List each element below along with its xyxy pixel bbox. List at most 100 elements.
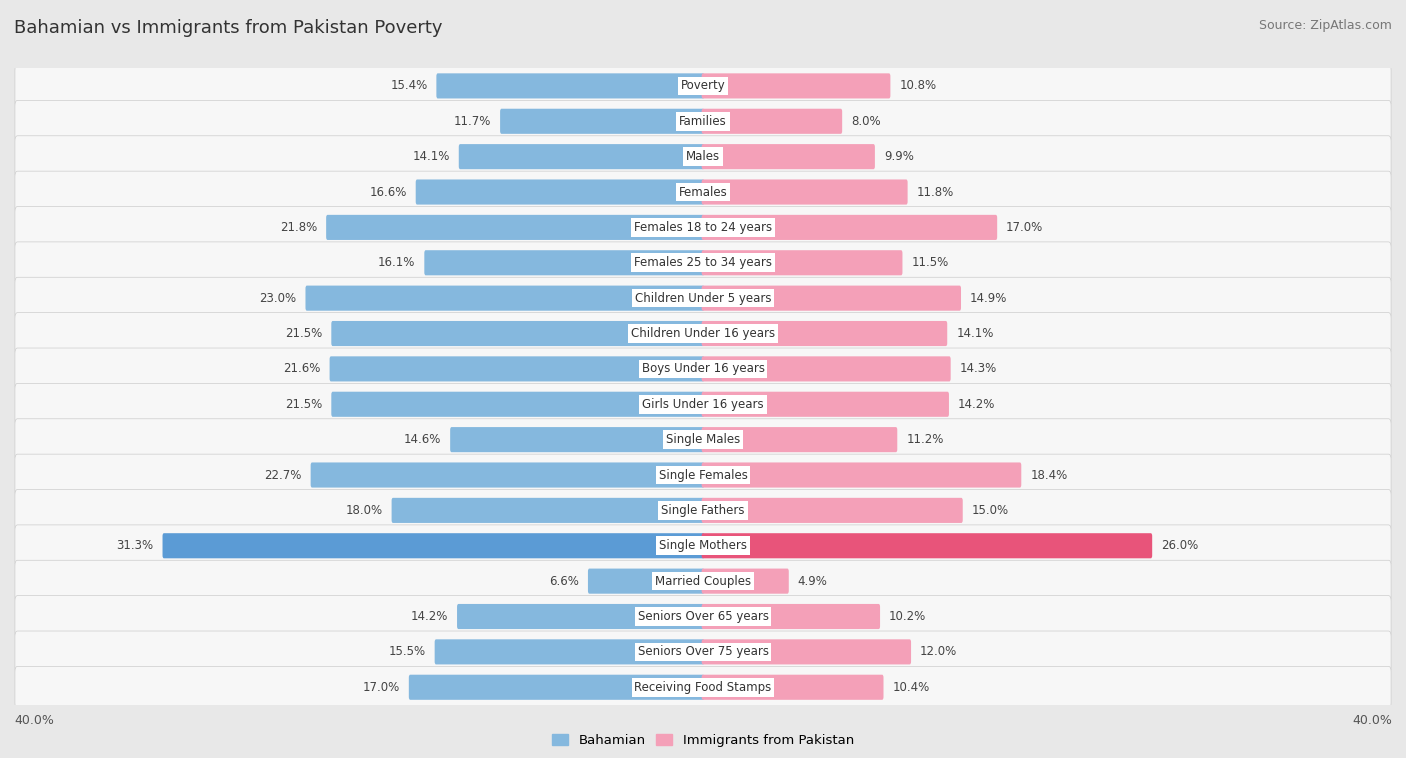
Text: 18.0%: 18.0% bbox=[346, 504, 382, 517]
Text: 21.8%: 21.8% bbox=[280, 221, 318, 234]
Text: 16.6%: 16.6% bbox=[370, 186, 406, 199]
Text: 14.2%: 14.2% bbox=[957, 398, 995, 411]
FancyBboxPatch shape bbox=[15, 525, 1391, 567]
FancyBboxPatch shape bbox=[702, 144, 875, 169]
Text: Single Females: Single Females bbox=[658, 468, 748, 481]
FancyBboxPatch shape bbox=[702, 639, 911, 665]
FancyBboxPatch shape bbox=[702, 180, 908, 205]
Text: 22.7%: 22.7% bbox=[264, 468, 302, 481]
FancyBboxPatch shape bbox=[458, 144, 704, 169]
Text: 31.3%: 31.3% bbox=[117, 539, 153, 553]
FancyBboxPatch shape bbox=[425, 250, 704, 275]
FancyBboxPatch shape bbox=[434, 639, 704, 665]
FancyBboxPatch shape bbox=[702, 286, 962, 311]
FancyBboxPatch shape bbox=[332, 321, 704, 346]
FancyBboxPatch shape bbox=[15, 454, 1391, 496]
Text: 11.2%: 11.2% bbox=[907, 433, 943, 446]
FancyBboxPatch shape bbox=[15, 596, 1391, 637]
FancyBboxPatch shape bbox=[15, 242, 1391, 283]
Text: Children Under 16 years: Children Under 16 years bbox=[631, 327, 775, 340]
FancyBboxPatch shape bbox=[15, 65, 1391, 107]
FancyBboxPatch shape bbox=[15, 100, 1391, 143]
Text: Females 18 to 24 years: Females 18 to 24 years bbox=[634, 221, 772, 234]
Text: Married Couples: Married Couples bbox=[655, 575, 751, 587]
Text: 4.9%: 4.9% bbox=[797, 575, 828, 587]
Text: 15.4%: 15.4% bbox=[391, 80, 427, 92]
FancyBboxPatch shape bbox=[702, 498, 963, 523]
Text: 40.0%: 40.0% bbox=[1353, 714, 1392, 727]
FancyBboxPatch shape bbox=[702, 321, 948, 346]
Text: 23.0%: 23.0% bbox=[259, 292, 297, 305]
FancyBboxPatch shape bbox=[15, 312, 1391, 355]
Text: 14.1%: 14.1% bbox=[412, 150, 450, 163]
FancyBboxPatch shape bbox=[305, 286, 704, 311]
Text: 16.1%: 16.1% bbox=[378, 256, 415, 269]
FancyBboxPatch shape bbox=[15, 206, 1391, 249]
Text: Boys Under 16 years: Boys Under 16 years bbox=[641, 362, 765, 375]
Text: 10.4%: 10.4% bbox=[893, 681, 929, 694]
FancyBboxPatch shape bbox=[15, 384, 1391, 425]
FancyBboxPatch shape bbox=[702, 675, 883, 700]
FancyBboxPatch shape bbox=[450, 427, 704, 453]
Text: 15.5%: 15.5% bbox=[388, 645, 426, 659]
FancyBboxPatch shape bbox=[702, 250, 903, 275]
FancyBboxPatch shape bbox=[15, 277, 1391, 319]
FancyBboxPatch shape bbox=[15, 418, 1391, 461]
Text: Receiving Food Stamps: Receiving Food Stamps bbox=[634, 681, 772, 694]
Text: Seniors Over 65 years: Seniors Over 65 years bbox=[637, 610, 769, 623]
FancyBboxPatch shape bbox=[332, 392, 704, 417]
Text: Females 25 to 34 years: Females 25 to 34 years bbox=[634, 256, 772, 269]
Text: 10.2%: 10.2% bbox=[889, 610, 927, 623]
Text: 40.0%: 40.0% bbox=[14, 714, 53, 727]
Text: 6.6%: 6.6% bbox=[550, 575, 579, 587]
Text: 14.3%: 14.3% bbox=[960, 362, 997, 375]
Text: Children Under 5 years: Children Under 5 years bbox=[634, 292, 772, 305]
FancyBboxPatch shape bbox=[702, 604, 880, 629]
FancyBboxPatch shape bbox=[588, 568, 704, 594]
Text: Bahamian vs Immigrants from Pakistan Poverty: Bahamian vs Immigrants from Pakistan Pov… bbox=[14, 19, 443, 37]
FancyBboxPatch shape bbox=[15, 490, 1391, 531]
Text: 11.8%: 11.8% bbox=[917, 186, 953, 199]
FancyBboxPatch shape bbox=[702, 533, 1152, 559]
Text: 11.7%: 11.7% bbox=[454, 114, 491, 128]
FancyBboxPatch shape bbox=[702, 568, 789, 594]
Text: Poverty: Poverty bbox=[681, 80, 725, 92]
FancyBboxPatch shape bbox=[702, 215, 997, 240]
Text: 21.5%: 21.5% bbox=[285, 327, 322, 340]
Text: Seniors Over 75 years: Seniors Over 75 years bbox=[637, 645, 769, 659]
FancyBboxPatch shape bbox=[702, 392, 949, 417]
FancyBboxPatch shape bbox=[702, 427, 897, 453]
FancyBboxPatch shape bbox=[326, 215, 704, 240]
Text: 18.4%: 18.4% bbox=[1031, 468, 1067, 481]
Text: 10.8%: 10.8% bbox=[900, 80, 936, 92]
FancyBboxPatch shape bbox=[457, 604, 704, 629]
FancyBboxPatch shape bbox=[163, 533, 704, 559]
FancyBboxPatch shape bbox=[702, 462, 1021, 487]
Text: 14.9%: 14.9% bbox=[970, 292, 1007, 305]
Legend: Bahamian, Immigrants from Pakistan: Bahamian, Immigrants from Pakistan bbox=[547, 729, 859, 753]
Text: Single Mothers: Single Mothers bbox=[659, 539, 747, 553]
Text: Girls Under 16 years: Girls Under 16 years bbox=[643, 398, 763, 411]
FancyBboxPatch shape bbox=[702, 356, 950, 381]
FancyBboxPatch shape bbox=[409, 675, 704, 700]
Text: 17.0%: 17.0% bbox=[1007, 221, 1043, 234]
FancyBboxPatch shape bbox=[501, 108, 704, 134]
Text: Single Males: Single Males bbox=[666, 433, 740, 446]
FancyBboxPatch shape bbox=[329, 356, 704, 381]
Text: 11.5%: 11.5% bbox=[911, 256, 949, 269]
Text: 14.1%: 14.1% bbox=[956, 327, 994, 340]
Text: 14.6%: 14.6% bbox=[404, 433, 441, 446]
FancyBboxPatch shape bbox=[15, 348, 1391, 390]
Text: 26.0%: 26.0% bbox=[1161, 539, 1198, 553]
FancyBboxPatch shape bbox=[15, 171, 1391, 213]
Text: 12.0%: 12.0% bbox=[920, 645, 957, 659]
FancyBboxPatch shape bbox=[702, 108, 842, 134]
FancyBboxPatch shape bbox=[15, 666, 1391, 708]
Text: 21.5%: 21.5% bbox=[285, 398, 322, 411]
Text: Source: ZipAtlas.com: Source: ZipAtlas.com bbox=[1258, 19, 1392, 32]
Text: 14.2%: 14.2% bbox=[411, 610, 449, 623]
FancyBboxPatch shape bbox=[15, 631, 1391, 673]
FancyBboxPatch shape bbox=[392, 498, 704, 523]
FancyBboxPatch shape bbox=[311, 462, 704, 487]
Text: 8.0%: 8.0% bbox=[851, 114, 880, 128]
